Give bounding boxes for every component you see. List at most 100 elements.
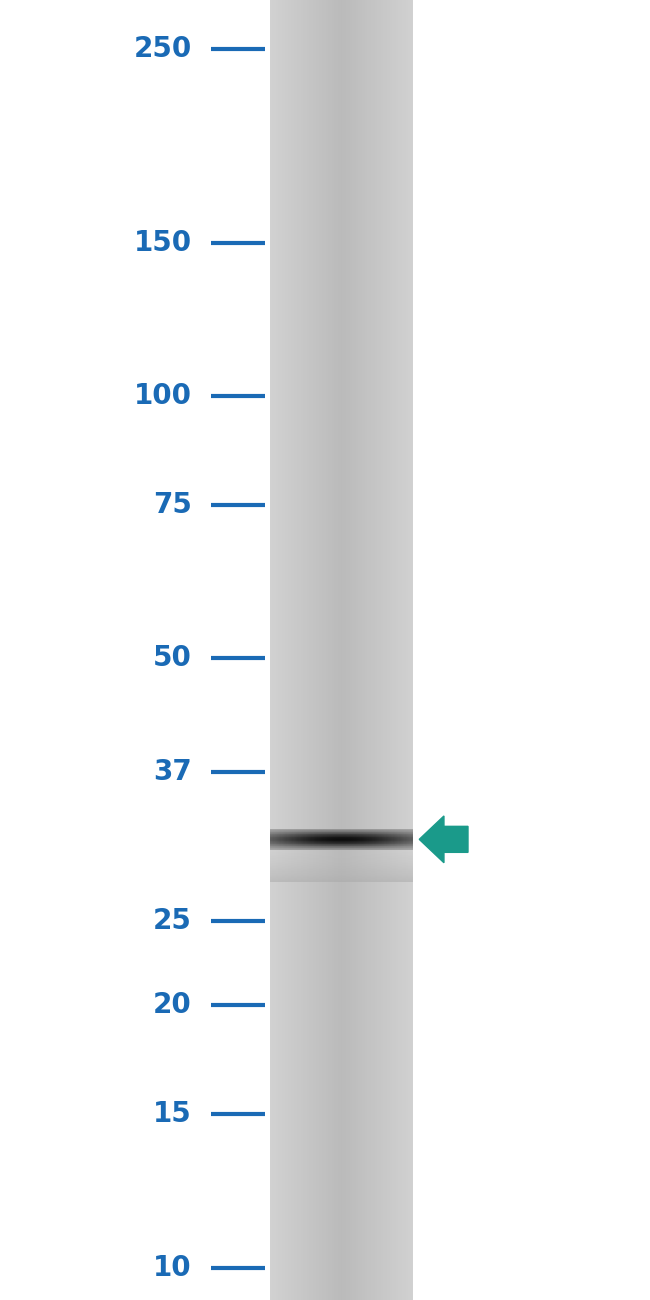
Bar (281, 0, 283, 1300)
Bar (273, 0, 274, 1300)
Bar (343, 0, 344, 1300)
Bar (304, 0, 306, 1300)
Bar (270, 0, 271, 1300)
Bar (330, 0, 331, 1300)
Bar (341, 0, 343, 1300)
Bar (284, 0, 285, 1300)
Bar (376, 0, 377, 1300)
Bar (287, 0, 289, 1300)
Bar (328, 0, 330, 1300)
Bar (271, 0, 272, 1300)
Bar (327, 0, 328, 1300)
Bar (344, 0, 346, 1300)
Text: 15: 15 (153, 1100, 192, 1128)
Bar (297, 0, 298, 1300)
Bar (364, 0, 365, 1300)
Text: 150: 150 (134, 229, 192, 256)
Bar (359, 0, 360, 1300)
Bar (407, 0, 408, 1300)
Bar (311, 0, 313, 1300)
Bar (358, 0, 359, 1300)
Bar (313, 0, 314, 1300)
Bar (278, 0, 280, 1300)
Bar (300, 0, 301, 1300)
Bar (356, 0, 357, 1300)
Bar (369, 0, 370, 1300)
Bar (398, 0, 400, 1300)
Bar (321, 0, 322, 1300)
Bar (292, 0, 294, 1300)
Bar (347, 0, 348, 1300)
Bar (291, 0, 292, 1300)
Bar (272, 0, 273, 1300)
Bar (400, 0, 401, 1300)
Bar (353, 0, 354, 1300)
Bar (315, 0, 316, 1300)
Bar (330, 0, 332, 1300)
Bar (377, 0, 378, 1300)
Bar (391, 0, 393, 1300)
Bar (352, 0, 353, 1300)
Bar (333, 0, 334, 1300)
Bar (348, 0, 350, 1300)
Bar (387, 0, 389, 1300)
Bar (303, 0, 304, 1300)
Bar (326, 0, 327, 1300)
Bar (394, 0, 395, 1300)
Bar (390, 0, 391, 1300)
Bar (406, 0, 407, 1300)
Bar (302, 0, 303, 1300)
Bar (385, 0, 387, 1300)
FancyArrow shape (419, 816, 468, 863)
Bar (381, 0, 382, 1300)
Bar (363, 0, 364, 1300)
Bar (371, 0, 372, 1300)
Bar (309, 0, 310, 1300)
Bar (274, 0, 276, 1300)
Bar (402, 0, 403, 1300)
Bar (401, 0, 402, 1300)
Bar (276, 0, 277, 1300)
Bar (372, 0, 373, 1300)
Bar (324, 0, 326, 1300)
Bar (332, 0, 333, 1300)
Bar (354, 0, 356, 1300)
Bar (314, 0, 315, 1300)
Bar (373, 0, 374, 1300)
Bar (370, 0, 371, 1300)
Bar (318, 0, 320, 1300)
Bar (337, 0, 338, 1300)
Bar (389, 0, 390, 1300)
Bar (290, 0, 291, 1300)
Text: 37: 37 (153, 758, 192, 786)
Text: 75: 75 (153, 491, 192, 519)
Bar (296, 0, 297, 1300)
Bar (380, 0, 381, 1300)
Bar (285, 0, 287, 1300)
Bar (298, 0, 300, 1300)
Bar (338, 0, 339, 1300)
Bar (361, 0, 363, 1300)
Bar (322, 0, 324, 1300)
Bar (395, 0, 396, 1300)
Bar (396, 0, 397, 1300)
Bar (367, 0, 369, 1300)
Bar (340, 0, 341, 1300)
Bar (384, 0, 385, 1300)
Text: 10: 10 (153, 1253, 192, 1282)
Bar (383, 0, 384, 1300)
Text: 25: 25 (153, 907, 192, 935)
Text: 250: 250 (133, 35, 192, 64)
Bar (294, 0, 296, 1300)
Bar (339, 0, 340, 1300)
Bar (346, 0, 347, 1300)
Bar (350, 0, 351, 1300)
Bar (393, 0, 394, 1300)
Text: 20: 20 (153, 991, 192, 1019)
Text: 50: 50 (153, 645, 192, 672)
Bar (335, 0, 337, 1300)
Bar (397, 0, 398, 1300)
Text: 100: 100 (134, 382, 192, 410)
Bar (334, 0, 335, 1300)
Bar (378, 0, 380, 1300)
